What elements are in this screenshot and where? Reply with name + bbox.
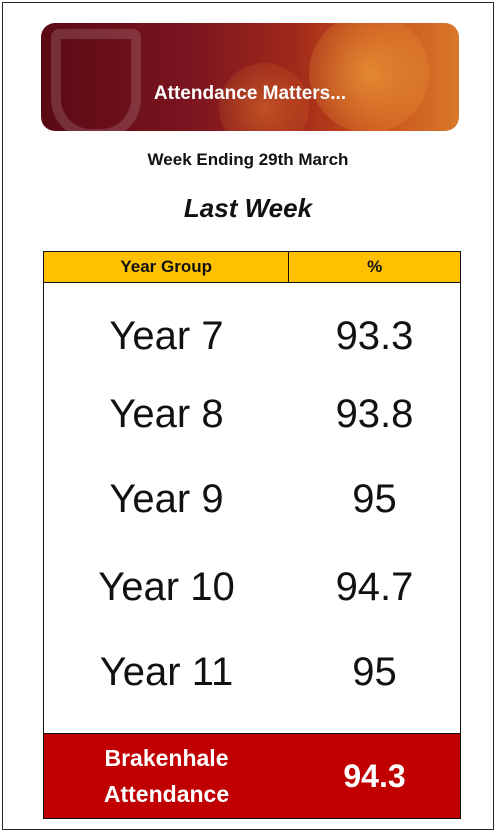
attendance-percent: 95 — [289, 650, 460, 695]
column-header: Year Group — [44, 252, 289, 282]
attendance-percent: 93.3 — [289, 314, 460, 359]
attendance-percent: 95 — [289, 477, 460, 522]
leaf-decoration — [309, 23, 429, 131]
document: Attendance Matters... Week Ending 29th M… — [2, 2, 494, 830]
attendance-percent: 93.8 — [289, 392, 460, 437]
year-group: Year 7 — [44, 314, 289, 359]
year-group: Year 10 — [44, 565, 289, 610]
year-group: Year 8 — [44, 392, 289, 437]
table-header: Year Group % — [44, 252, 460, 283]
heading: Last Week — [3, 193, 493, 224]
total-label: Brakenhale Attendance — [44, 740, 289, 812]
page-body: {"header": {"title": "Attendance Matters… — [0, 0, 496, 832]
total-label-line: Brakenhale — [44, 740, 289, 776]
total-value: 94.3 — [289, 758, 460, 795]
banner-title: Attendance Matters... — [41, 83, 459, 105]
column-header: % — [289, 252, 460, 282]
banner: Attendance Matters... — [41, 23, 459, 131]
year-group: Year 9 — [44, 477, 289, 522]
subtitle: Week Ending 29th March — [3, 150, 493, 170]
shield-logo — [51, 29, 141, 131]
attendance-table: Year Group % Brakenhale Attendance 94.3 … — [43, 251, 461, 819]
year-group: Year 11 — [44, 650, 289, 695]
attendance-percent: 94.7 — [289, 565, 460, 610]
table-total: Brakenhale Attendance 94.3 — [44, 733, 460, 818]
total-label-line: Attendance — [44, 776, 289, 812]
